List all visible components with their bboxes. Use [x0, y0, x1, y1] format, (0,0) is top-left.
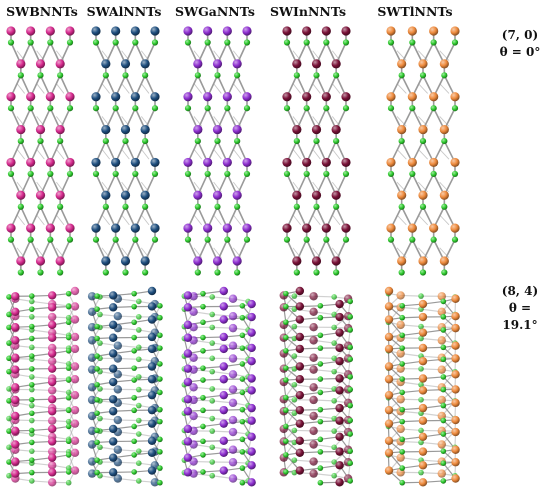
tube-swinnnt-zigzag: [282, 26, 351, 276]
tube-swalnnt-zigzag: [91, 26, 160, 276]
tube-swbnnt-zigzag: [6, 26, 75, 276]
tube-swgannt-chiral: [181, 286, 256, 487]
header-swgannts: SWGaNNTs: [175, 4, 255, 19]
chirality-label: (8, 4): [501, 284, 539, 298]
angle-label: θ = 0°: [499, 45, 541, 59]
header-swbnnts: SWBNNTs: [6, 4, 78, 19]
angle-label: θ = 19.1°: [502, 301, 538, 332]
header-swtlnnts: SWTlNNTs: [377, 4, 453, 19]
row-label-zigzag: (7, 0) θ = 0°: [490, 27, 550, 61]
tube-swtlnnt-chiral: [384, 286, 460, 487]
tube-swalnnt-chiral: [87, 286, 163, 487]
tube-swinnnt-chiral: [279, 286, 354, 487]
chirality-label: (7, 0): [501, 28, 539, 42]
tube-swgannt-zigzag: [183, 26, 252, 276]
tube-swtlnnt-zigzag: [386, 26, 460, 276]
header-swinnnts: SWInNNTs: [269, 4, 347, 19]
row-label-chiral: (8, 4) θ = 19.1°: [490, 283, 550, 334]
header-swalnnts: SWAlNNTs: [86, 4, 162, 19]
tube-swbnnt-chiral: [6, 286, 80, 487]
